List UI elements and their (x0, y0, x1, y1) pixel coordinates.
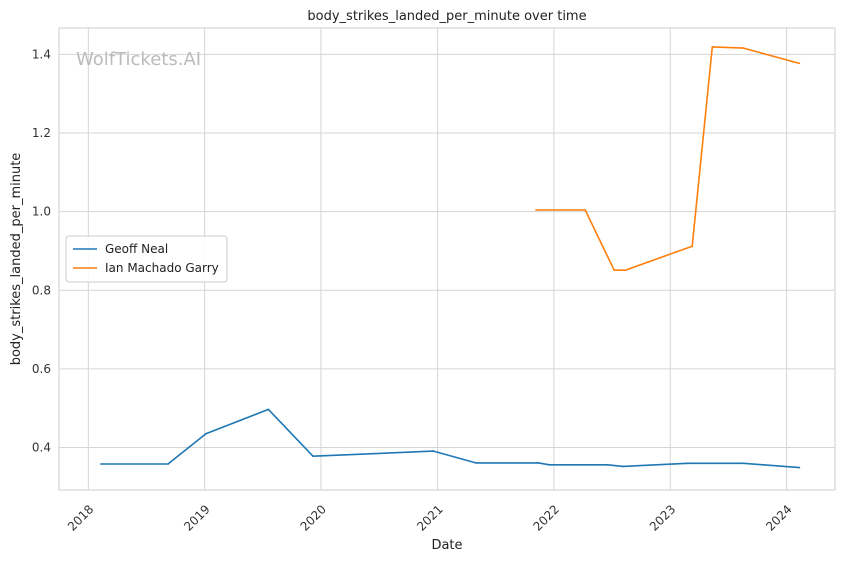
y-tick-label: 0.8 (32, 283, 51, 297)
y-tick-label: 0.6 (32, 362, 51, 376)
data-point-ian-machado-garry (584, 209, 587, 211)
data-point-ian-machado-garry (742, 47, 745, 49)
data-point-ian-machado-garry (711, 45, 714, 48)
x-axis-label: Date (431, 538, 462, 553)
legend-label-ian-machado-garry: Ian Machado Garry (105, 261, 219, 275)
x-tick-label: 2021 (414, 502, 445, 533)
data-point-ian-machado-garry (613, 269, 616, 272)
data-point-geoff-neal (548, 463, 551, 466)
x-tick-label: 2019 (181, 502, 212, 533)
data-point-geoff-neal (686, 462, 689, 465)
data-point-geoff-neal (742, 462, 745, 465)
x-tick-label: 2022 (531, 502, 562, 533)
series-line-geoff-neal (101, 408, 800, 469)
data-point-geoff-neal (267, 408, 270, 411)
x-tick-label: 2024 (763, 502, 794, 533)
y-tick-label: 1.2 (32, 126, 51, 140)
series-lines (100, 45, 801, 469)
data-point-geoff-neal (606, 463, 609, 466)
data-point-geoff-neal (474, 461, 477, 464)
legend: Geoff Neal Ian Machado Garry (65, 235, 228, 283)
y-axis-label: body_strikes_landed_per_minute (9, 153, 24, 366)
x-tick-label: 2020 (298, 502, 329, 533)
x-tick-labels: 2018 2019 2020 2021 2022 2023 2024 (65, 502, 795, 533)
data-point-ian-machado-garry (535, 209, 537, 211)
data-point-geoff-neal (100, 463, 102, 465)
data-point-geoff-neal (537, 461, 540, 464)
data-point-geoff-neal (622, 465, 624, 468)
watermark: WolfTickets.AI (76, 49, 201, 70)
y-tick-label: 1.4 (32, 47, 51, 61)
data-point-geoff-neal (432, 450, 435, 452)
y-tick-label: 0.4 (32, 441, 51, 455)
data-point-geoff-neal (167, 463, 169, 465)
legend-box (65, 235, 228, 283)
x-tick-label: 2023 (647, 502, 678, 533)
x-tick-label: 2018 (65, 502, 96, 533)
data-point-geoff-neal (205, 432, 207, 435)
y-tick-label: 1.0 (32, 205, 51, 219)
y-tick-labels: 0.4 0.6 0.8 1.0 1.2 1.4 (32, 47, 51, 454)
data-point-ian-machado-garry (691, 245, 694, 248)
data-point-ian-machado-garry (798, 62, 801, 65)
chart-title: body_strikes_landed_per_minute over time (307, 9, 586, 24)
data-point-geoff-neal (312, 455, 314, 458)
series-line-ian-machado-garry (536, 46, 800, 272)
data-point-ian-machado-garry (624, 269, 627, 272)
legend-label-geoff-neal: Geoff Neal (105, 242, 168, 256)
data-point-geoff-neal (798, 466, 801, 469)
